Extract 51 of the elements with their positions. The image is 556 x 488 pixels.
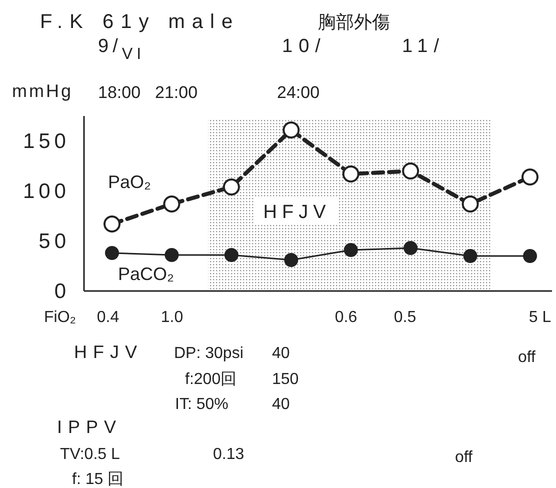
x-tick-label: 0.5 [394,309,416,326]
point [224,248,238,262]
annotation: HFJV [263,202,331,223]
text: 24:00 [277,83,320,102]
point [104,216,120,232]
y-axis-title: mmHg [12,81,73,101]
text: TV:0.5 L [60,446,120,463]
text: 10/ [282,36,326,57]
point [163,196,180,212]
text: IT: 50% [175,396,228,413]
point [522,168,538,186]
y-tick-label: 150 [22,130,70,153]
text: f: 15 回 [72,471,124,488]
x-axis-title: FiO₂ [44,309,76,326]
point [402,162,420,180]
text: 18:00 [98,83,141,102]
point [404,241,418,255]
point [342,166,360,182]
point [282,122,300,138]
text: 21:00 [155,83,198,102]
point [463,249,478,263]
x-tick-label: 0.6 [334,309,358,326]
text: 150 [272,371,299,388]
text: f:200回 [185,371,237,388]
x-tick-label: 0.4 [96,309,120,326]
text: HFJV [74,342,143,362]
y-tick-label: 0 [54,280,70,303]
point [105,246,119,260]
text: 11/ [402,36,446,57]
point [344,243,358,257]
text: off [455,449,474,466]
y-tick-label: 50 [38,230,70,253]
y-tick-label: 100 [22,180,70,203]
text: 40 [272,396,290,413]
point [164,248,179,262]
text: 40 [272,345,290,362]
text: DP: 30psi [174,345,244,362]
x-tick-label: 1.0 [160,309,184,326]
point [222,178,240,196]
point [462,196,479,212]
chart-subtitle: 胸部外傷 [318,12,390,32]
text: off [518,349,536,366]
text: 0.13 [213,446,244,463]
text: 9/$_{VI}$ [98,36,146,64]
point [523,249,537,263]
series-label: PaCO₂ [118,264,174,284]
chart-title: F.K 61y male [40,11,240,33]
point [284,253,298,267]
series-label: PaO₂ [108,172,152,192]
x-tick-label: 5 L [528,309,552,326]
text: IPPV [57,417,122,437]
